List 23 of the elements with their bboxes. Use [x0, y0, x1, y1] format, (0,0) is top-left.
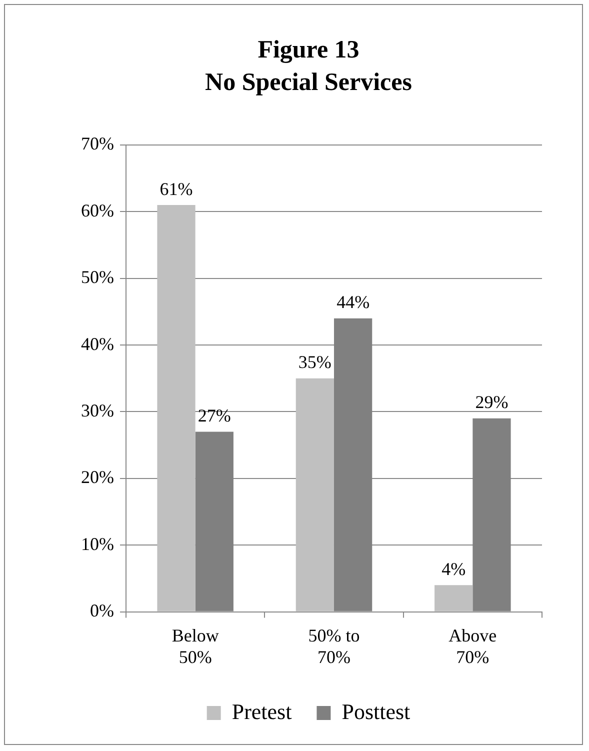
x-tick-label: Above 70% — [448, 625, 497, 667]
x-tick-label: 50% to 70% — [308, 625, 360, 667]
y-tick-label: 30% — [80, 400, 114, 420]
y-tick-label: 60% — [80, 200, 114, 220]
data-label: 44% — [336, 292, 370, 312]
legend-label: Posttest — [342, 698, 410, 724]
data-label: 61% — [160, 178, 193, 199]
y-tick-label: 20% — [80, 467, 114, 488]
y-tick-label: 10% — [80, 534, 114, 554]
data-label: 4% — [442, 558, 466, 579]
bar — [434, 585, 473, 612]
x-tick-label: Below 50% — [172, 625, 219, 667]
y-tick-label: 40% — [80, 334, 114, 354]
y-tick-label: 70% — [80, 134, 114, 154]
legend-label: Pretest — [232, 698, 292, 724]
data-label: 35% — [298, 352, 332, 372]
y-tick-label: 50% — [80, 267, 114, 288]
y-tick-label: 0% — [90, 600, 114, 621]
bar — [296, 378, 334, 612]
data-label: 27% — [198, 405, 231, 426]
data-label: 29% — [475, 392, 508, 412]
bar — [157, 205, 196, 612]
chart-title: Figure 13 No Special Services — [205, 36, 412, 96]
